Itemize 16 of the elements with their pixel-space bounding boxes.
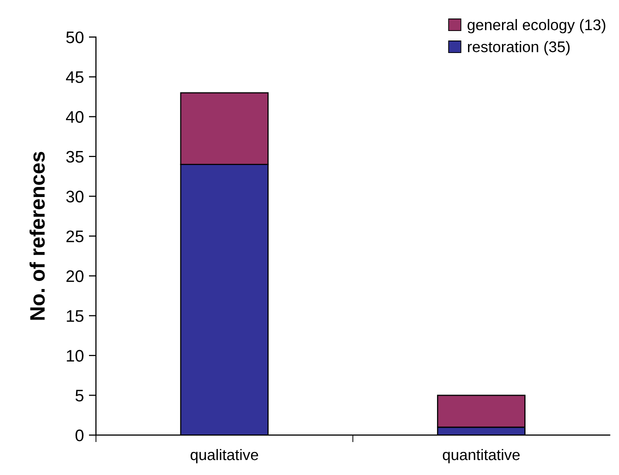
y-tick-label: 30 [66,190,84,202]
y-tick-label: 50 [66,31,84,44]
y-tick-label: 35 [66,150,84,163]
y-tick-label: 5 [76,390,84,402]
legend-label: restoration (35) [468,41,570,56]
x-tick-label: qualitative [190,448,258,464]
y-tick-label: 10 [66,350,84,362]
y-tick-label: 25 [66,230,84,242]
legend-label: general ecology (13) [468,19,606,34]
x-tick-label: quantitative [442,448,520,464]
y-tick-label: 40 [66,111,84,123]
y-axis-title: No. of references [30,152,45,320]
y-tick-label: 20 [66,270,84,282]
y-tick-label: 0 [76,430,84,442]
y-tick-label: 15 [66,310,84,322]
y-tick-label: 45 [66,71,84,84]
